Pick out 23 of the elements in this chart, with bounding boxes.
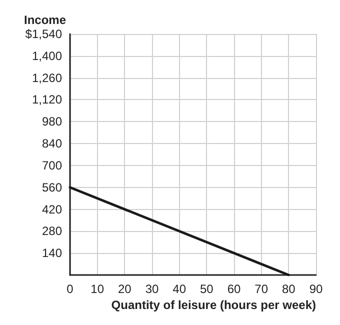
x-tick-label: 0: [66, 282, 74, 296]
y-tick-label: 560: [42, 180, 62, 194]
x-tick-label: 40: [172, 282, 186, 296]
y-tick-label: 280: [42, 224, 62, 238]
y-axis-title: Income: [24, 13, 66, 27]
y-tick-label: 1,120: [32, 92, 62, 107]
x-axis-title: Quantity of leisure (hours per week): [111, 298, 316, 312]
x-tick-label: 60: [227, 282, 241, 296]
x-tick-label: 50: [200, 282, 214, 296]
y-tick-label: 140: [42, 246, 62, 260]
y-tick-label: 980: [42, 114, 62, 129]
x-tick-label: 20: [118, 282, 132, 296]
x-tick-label: 10: [90, 282, 104, 296]
y-tick-label: 840: [42, 136, 62, 151]
y-tick-label: 700: [42, 158, 62, 172]
x-tick-label: 70: [254, 282, 268, 296]
x-tick-label: 30: [145, 282, 159, 296]
y-tick-label: 1,400: [32, 48, 62, 63]
x-tick-label: 90: [309, 282, 323, 296]
x-tick-label: 80: [282, 282, 296, 296]
y-tick-label: 420: [42, 202, 62, 216]
y-tick-label: $1,540: [25, 27, 62, 41]
y-tick-label: 1,260: [32, 70, 62, 85]
